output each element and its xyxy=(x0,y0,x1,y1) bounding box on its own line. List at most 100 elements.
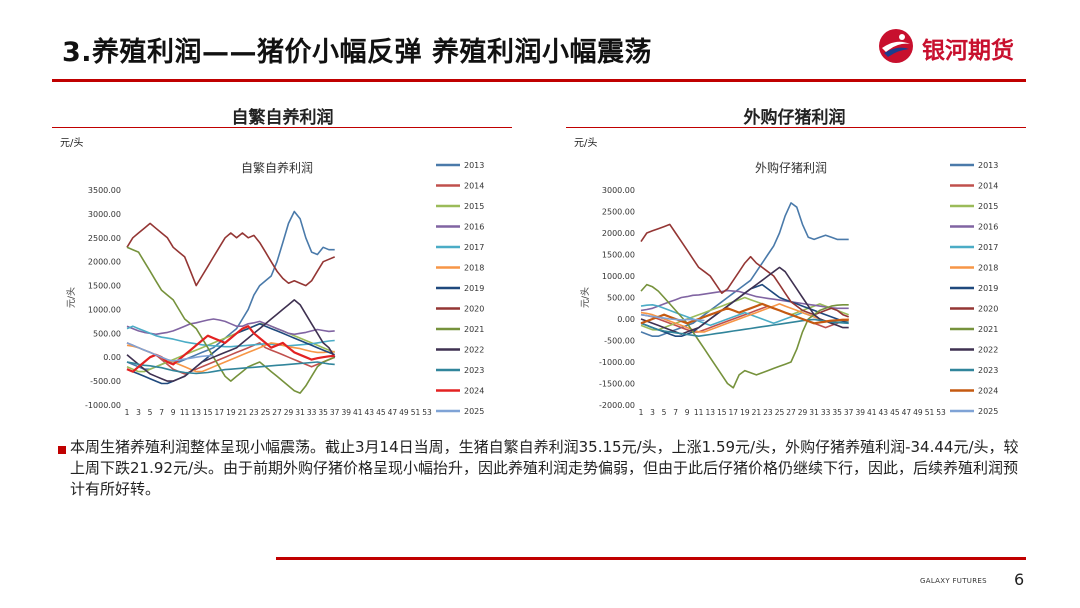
series-line-2013 xyxy=(640,202,849,337)
legend-label-2018: 2018 xyxy=(978,264,998,273)
x-tick-label: 9 xyxy=(685,408,690,417)
legend-label-2023: 2023 xyxy=(464,366,484,375)
x-tick-label: 27 xyxy=(272,408,282,417)
legend-label-2022: 2022 xyxy=(464,346,484,355)
x-tick-label: 33 xyxy=(307,408,317,417)
legend-label-2013: 2013 xyxy=(978,161,998,170)
panel-unit-right: 元/头 xyxy=(574,138,598,149)
x-tick-label: 7 xyxy=(673,408,678,417)
y-tick-label: 1000.00 xyxy=(602,272,635,281)
legend-label-2020: 2020 xyxy=(464,305,484,314)
legend-label-2017: 2017 xyxy=(978,243,998,252)
series-line-2017 xyxy=(126,325,335,348)
legend-label-2021: 2021 xyxy=(464,325,484,334)
series-line-2021 xyxy=(640,283,849,389)
series-line-2018 xyxy=(640,303,849,333)
y-tick-label: -500.00 xyxy=(90,377,121,386)
company-logo: 银河期货 xyxy=(876,26,1036,66)
x-tick-label: 35 xyxy=(832,408,842,417)
y-tick-label: 0.00 xyxy=(103,353,121,362)
x-tick-label: 29 xyxy=(798,408,808,417)
legend-label-2014: 2014 xyxy=(978,182,998,191)
series-line-2021 xyxy=(126,246,336,394)
legend-label-2016: 2016 xyxy=(464,223,484,232)
x-tick-label: 41 xyxy=(353,408,363,417)
x-tick-label: 11 xyxy=(180,408,190,417)
x-tick-label: 39 xyxy=(341,408,351,417)
legend-label-2014: 2014 xyxy=(464,182,484,191)
series-line-2014 xyxy=(126,342,336,375)
x-tick-label: 29 xyxy=(284,408,294,417)
x-tick-label: 5 xyxy=(148,408,153,417)
x-tick-label: 49 xyxy=(399,408,409,417)
panel-title-left: 自繁自养利润 xyxy=(231,108,334,128)
panel-divider-right xyxy=(566,127,1026,128)
x-tick-label: 47 xyxy=(902,408,912,417)
x-tick-label: 35 xyxy=(318,408,328,417)
x-tick-label: 53 xyxy=(936,408,946,417)
x-tick-label: 17 xyxy=(729,408,739,417)
y-tick-label: -500.00 xyxy=(604,337,635,346)
bullet-marker xyxy=(58,446,66,454)
series-line-2023 xyxy=(126,361,335,375)
x-tick-label: 25 xyxy=(775,408,785,417)
legend-label-2015: 2015 xyxy=(978,202,998,211)
series-line-2022 xyxy=(126,299,336,382)
x-tick-label: 3 xyxy=(136,408,141,417)
panel-divider-left xyxy=(52,127,512,128)
x-tick-label: 37 xyxy=(844,408,854,417)
legend-label-2025: 2025 xyxy=(978,407,998,416)
x-tick-label: 37 xyxy=(330,408,340,417)
footer-divider xyxy=(276,557,1026,560)
x-tick-label: 25 xyxy=(261,408,271,417)
x-tick-label: 33 xyxy=(821,408,831,417)
legend-label-2018: 2018 xyxy=(464,264,484,273)
legend-label-2013: 2013 xyxy=(464,161,484,170)
chart-purchased-piglet-profit: 外购仔猪利润元/头3000.002500.002000.001500.00100… xyxy=(580,160,998,417)
legend-label-2022: 2022 xyxy=(978,346,998,355)
x-tick-label: 39 xyxy=(855,408,865,417)
brand-name: 银河期货 xyxy=(922,38,1014,64)
y-tick-label: 1000.00 xyxy=(88,305,121,314)
page-number: 6 xyxy=(1014,570,1025,589)
y-tick-label: 2500.00 xyxy=(88,234,121,243)
x-tick-label: 23 xyxy=(249,408,259,417)
x-tick-label: 45 xyxy=(890,408,900,417)
y-tick-label: 2000.00 xyxy=(88,258,121,267)
legend-label-2016: 2016 xyxy=(978,223,998,232)
x-tick-label: 15 xyxy=(203,408,213,417)
y-tick-label: -1000.00 xyxy=(85,401,121,410)
series-line-2015 xyxy=(126,323,335,373)
legend-label-2023: 2023 xyxy=(978,366,998,375)
x-tick-label: 19 xyxy=(740,408,750,417)
series-line-2025 xyxy=(640,313,705,322)
title-divider xyxy=(52,79,1026,82)
footer-brand: GALAXY FUTURES xyxy=(920,577,987,585)
x-tick-label: 17 xyxy=(215,408,225,417)
series-line-2016 xyxy=(126,318,335,336)
y-tick-label: 0.00 xyxy=(617,315,635,324)
panel-title-right: 外购仔猪利润 xyxy=(743,108,846,128)
legend-label-2015: 2015 xyxy=(464,202,484,211)
x-tick-label: 43 xyxy=(365,408,375,417)
series-line-2020 xyxy=(126,222,336,287)
legend-label-2025: 2025 xyxy=(464,407,484,416)
y-tick-label: 500.00 xyxy=(93,329,121,338)
x-tick-label: 47 xyxy=(388,408,398,417)
y-tick-label: 3000.00 xyxy=(88,210,121,219)
chart-title: 外购仔猪利润 xyxy=(755,160,827,175)
y-axis-label: 元/头 xyxy=(66,287,77,308)
x-tick-label: 13 xyxy=(705,408,715,417)
legend-label-2021: 2021 xyxy=(978,325,998,334)
galaxy-logo-icon xyxy=(879,29,913,63)
series-line-2025 xyxy=(126,342,214,362)
y-axis-label: 元/头 xyxy=(580,287,591,308)
x-tick-label: 45 xyxy=(376,408,386,417)
x-tick-label: 5 xyxy=(662,408,667,417)
legend-label-2017: 2017 xyxy=(464,243,484,252)
legend-label-2019: 2019 xyxy=(978,284,998,293)
x-tick-label: 49 xyxy=(913,408,923,417)
x-tick-label: 21 xyxy=(752,408,762,417)
series-line-2013 xyxy=(126,210,335,370)
legend-label-2024: 2024 xyxy=(978,387,998,396)
